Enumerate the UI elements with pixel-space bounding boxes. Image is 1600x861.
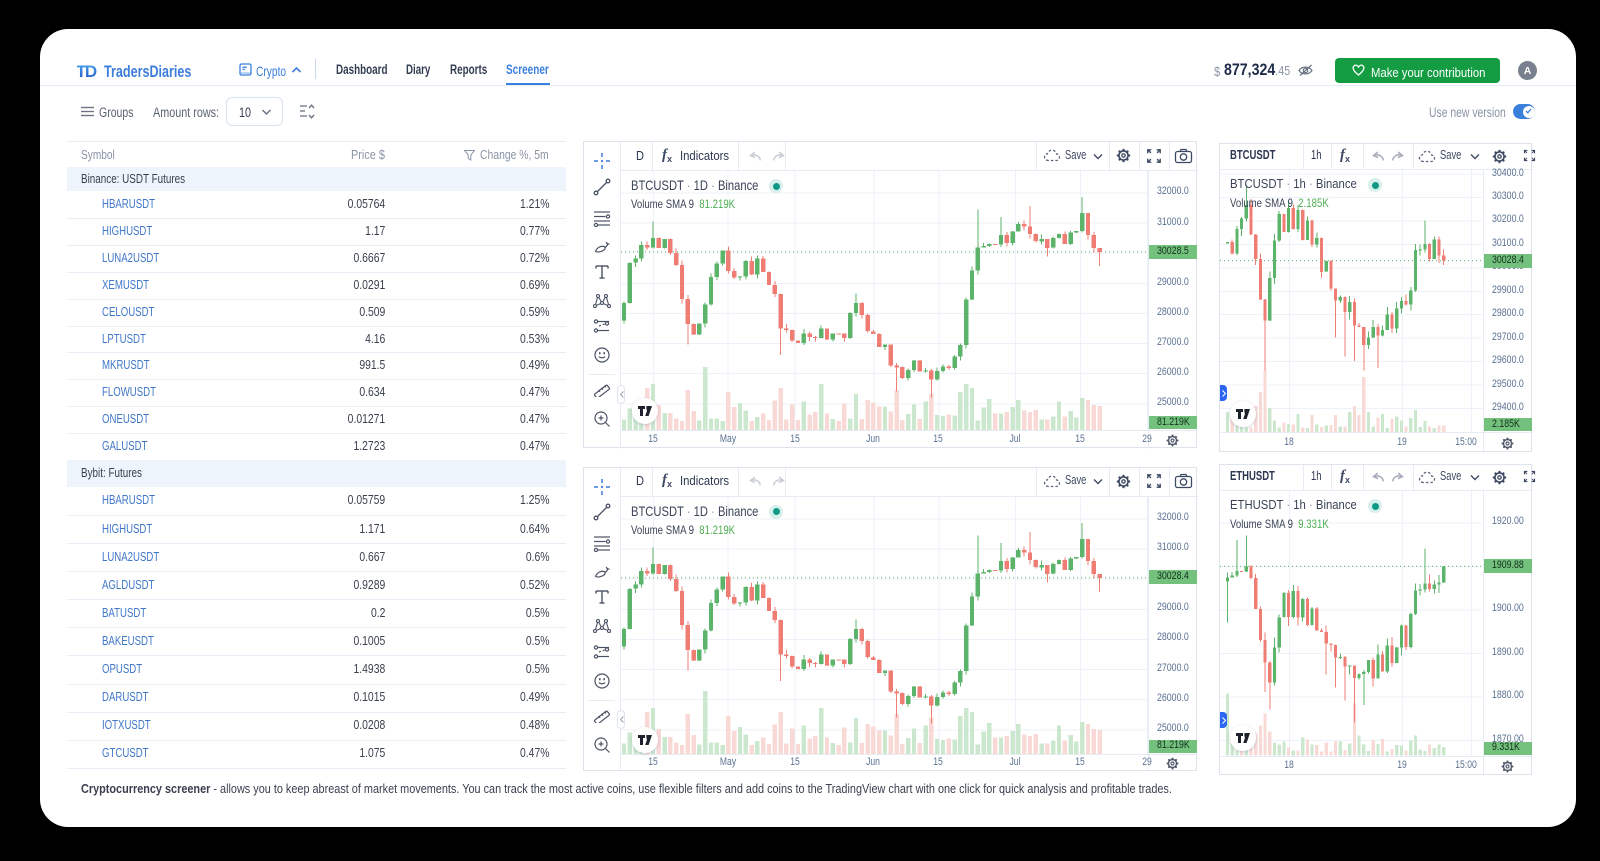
svg-text:TD: TD bbox=[77, 62, 97, 80]
